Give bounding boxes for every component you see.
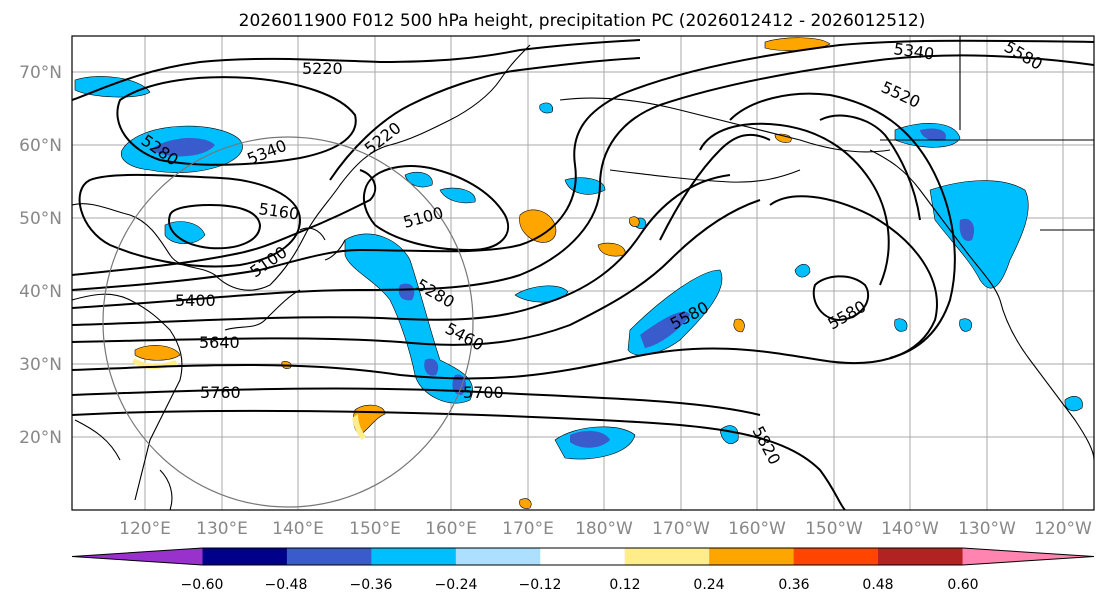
colorbar-tick-label: 0.12 <box>609 577 640 593</box>
lat-label: 30°N <box>19 355 62 375</box>
colorbar-extend-min <box>72 548 203 565</box>
colorbar-tick-label: 0.24 <box>693 577 724 593</box>
colorbar-swatch <box>624 548 710 565</box>
map-area: 5220 5340 5580 5280 5340 5220 5520 5160 … <box>72 36 1094 510</box>
colorbar-outline <box>71 547 1095 566</box>
colorbar-tick-label: 0.36 <box>778 577 809 593</box>
lat-label: 20°N <box>19 428 62 448</box>
colorbar-ticks: −0.60 −0.48 −0.36 −0.24 −0.12 0.12 0.24 … <box>181 577 979 593</box>
colorbar-swatch <box>202 548 288 565</box>
longitude-labels: 120°E 130°E 140°E 150°E 160°E 170°E 180°… <box>119 519 1092 539</box>
lon-label: 140°E <box>272 519 324 539</box>
colorbar-swatch <box>540 548 626 565</box>
colorbar-extend-max <box>962 548 1094 565</box>
contour-label: 5640 <box>199 333 240 352</box>
contour-label: 5700 <box>463 383 504 402</box>
colorbar-tick-label: 0.48 <box>862 577 893 593</box>
lon-label: 170°E <box>502 519 554 539</box>
colorbar-tick-label: 0.60 <box>947 577 978 593</box>
figure-title: 2026011900 F012 500 hPa height, precipit… <box>239 11 926 31</box>
coastlines <box>72 36 1094 510</box>
lon-label: 150°W <box>805 519 863 539</box>
lon-label: 120°W <box>1034 519 1092 539</box>
lat-label: 60°N <box>19 136 62 156</box>
colorbar-swatch <box>709 548 795 565</box>
colorbar-tick-label: −0.12 <box>519 577 562 593</box>
map-frame <box>71 35 1095 511</box>
colorbar-tick-label: −0.36 <box>350 577 393 593</box>
lat-label: 50°N <box>19 209 62 229</box>
lon-label: 180°W <box>575 519 633 539</box>
latitude-labels: 70°N 60°N 50°N 40°N 30°N 20°N <box>19 63 62 448</box>
colorbar-tick-label: −0.48 <box>265 577 308 593</box>
colorbar-tick-label: −0.24 <box>435 577 478 593</box>
lon-label: 160°W <box>728 519 786 539</box>
lon-label: 170°W <box>652 519 710 539</box>
lon-label: 160°E <box>425 519 477 539</box>
range-ring <box>102 136 474 508</box>
lon-label: 130°W <box>958 519 1016 539</box>
contour-label: 5220 <box>302 59 343 78</box>
lon-label: 140°W <box>881 519 939 539</box>
lat-label: 40°N <box>19 282 62 302</box>
colorbar-tick-label: −0.60 <box>181 577 224 593</box>
lon-label: 130°E <box>196 519 248 539</box>
colorbar <box>71 547 1095 566</box>
colorbar-swatch <box>286 548 372 565</box>
colorbar-swatch <box>878 548 964 565</box>
colorbar-swatch <box>371 548 457 565</box>
lon-label: 150°E <box>349 519 401 539</box>
colorbar-swatch <box>455 548 541 565</box>
colorbar-swatch <box>793 548 879 565</box>
lon-label: 120°E <box>119 519 171 539</box>
contour-label: 5760 <box>200 383 241 402</box>
height-contours <box>72 39 1094 510</box>
lat-label: 70°N <box>19 63 62 83</box>
contour-label: 5400 <box>175 291 216 310</box>
